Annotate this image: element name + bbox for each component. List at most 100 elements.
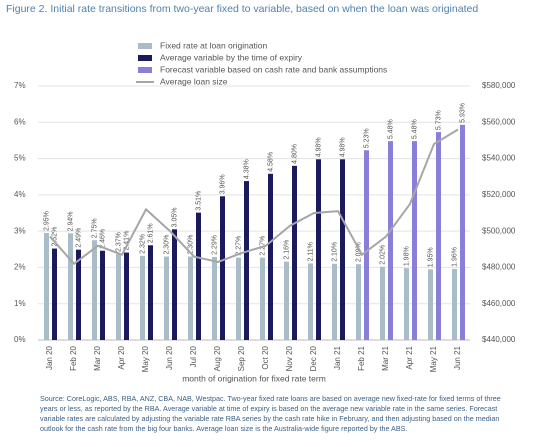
x-tick-label: Oct 20 (261, 345, 270, 369)
y2-tick-label: $440,000 (482, 335, 516, 344)
data-label: 2.49% (75, 228, 82, 248)
x-tick-label: Nov 20 (285, 345, 294, 371)
x-tick-label: Sep 20 (237, 345, 246, 371)
data-label: 1.95% (427, 247, 434, 267)
data-label: 4.58% (267, 152, 274, 172)
y2-tick-label: $580,000 (482, 81, 516, 90)
data-label: 3.96% (219, 174, 226, 194)
bar (148, 245, 153, 340)
data-label: 2.16% (283, 240, 290, 260)
x-tick-label: Mar 20 (93, 345, 102, 370)
y-tick-label: 0% (14, 335, 26, 344)
bar (460, 124, 465, 340)
data-label: 5.48% (387, 119, 394, 139)
data-label: 2.95% (43, 211, 50, 231)
bar (212, 256, 217, 340)
bar (364, 150, 369, 340)
data-label: 2.10% (331, 242, 338, 262)
bar (124, 252, 129, 340)
legend-swatch (138, 43, 152, 49)
data-label: 4.98% (315, 137, 322, 157)
x-tick-label: Dec 20 (309, 345, 318, 371)
data-label: 5.73% (435, 110, 442, 130)
y2-tick-label: $520,000 (482, 190, 516, 199)
x-tick-label: Mar 21 (381, 345, 390, 370)
x-tick-label: Jun 21 (453, 345, 462, 370)
bar (388, 141, 393, 340)
bar (52, 248, 57, 340)
bar (260, 257, 265, 340)
data-label: 2.52% (51, 227, 58, 247)
y-tick-label: 5% (14, 154, 26, 163)
x-tick-label: Jan 20 (45, 345, 54, 370)
bar (436, 132, 441, 340)
bar (76, 249, 81, 340)
data-label: 4.80% (291, 144, 298, 164)
bar (164, 256, 169, 340)
data-label: 2.09% (355, 242, 362, 262)
bar (284, 261, 289, 340)
data-label: 2.46% (99, 229, 106, 249)
bar (428, 269, 433, 340)
data-label: 2.75% (91, 218, 98, 238)
x-axis-title: month of origination for fixed rate term (182, 373, 326, 383)
bar (356, 264, 361, 340)
bar (404, 268, 409, 340)
bar (380, 266, 385, 340)
data-label: 2.32% (139, 234, 146, 254)
data-label: 2.41% (123, 231, 130, 251)
y-tick-label: 4% (14, 190, 26, 199)
x-tick-label: Feb 20 (69, 345, 78, 370)
bar (220, 196, 225, 340)
x-tick-label: Apr 20 (117, 345, 126, 369)
legend-swatch (138, 55, 152, 61)
y-tick-label: 3% (14, 226, 26, 235)
y-tick-label: 2% (14, 263, 26, 272)
bar (92, 240, 97, 340)
x-tick-label: Aug 20 (213, 345, 222, 371)
bar (68, 233, 73, 340)
x-tick-label: Jan 21 (333, 345, 342, 370)
x-tick-label: Feb 21 (357, 345, 366, 370)
y-tick-label: 1% (14, 299, 26, 308)
bar (268, 173, 273, 340)
data-label: 3.51% (195, 191, 202, 211)
bar (412, 141, 417, 340)
bar (308, 263, 313, 340)
data-label: 2.30% (163, 235, 170, 255)
data-label: 5.23% (363, 128, 370, 148)
data-label: 1.98% (403, 246, 410, 266)
bar (316, 159, 321, 340)
data-label: 2.11% (307, 242, 314, 261)
data-label: 5.93% (459, 103, 466, 123)
x-tick-label: May 21 (429, 345, 438, 372)
bar (244, 181, 249, 340)
bar (116, 254, 121, 340)
data-label: 5.48% (411, 119, 418, 139)
x-tick-label: Apr 21 (405, 345, 414, 369)
bar (140, 255, 145, 340)
bar (172, 229, 177, 340)
bar (236, 257, 241, 340)
chart: month of origination for fixed rate term… (14, 40, 516, 383)
data-label: 2.94% (67, 211, 74, 231)
data-label: 2.37% (115, 232, 122, 252)
bar (44, 232, 49, 340)
y2-tick-label: $540,000 (482, 154, 516, 163)
bar (292, 165, 297, 340)
bar (452, 268, 457, 340)
bar (196, 212, 201, 340)
data-label: 2.02% (379, 245, 386, 265)
x-tick-label: Jul 20 (189, 345, 198, 367)
legend-label: Fixed rate at loan origination (160, 40, 268, 50)
legend-label: Average loan size (160, 76, 228, 86)
data-label: 3.05% (171, 207, 178, 227)
y-tick-label: 6% (14, 117, 26, 126)
y2-tick-label: $500,000 (482, 226, 516, 235)
data-label: 2.61% (147, 223, 154, 243)
x-tick-label: Jun 20 (165, 345, 174, 370)
source-note: Source: CoreLogic, ABS, RBA, ANZ, CBA, N… (40, 394, 501, 433)
data-label: 2.27% (235, 236, 242, 256)
legend-swatch (138, 67, 152, 73)
